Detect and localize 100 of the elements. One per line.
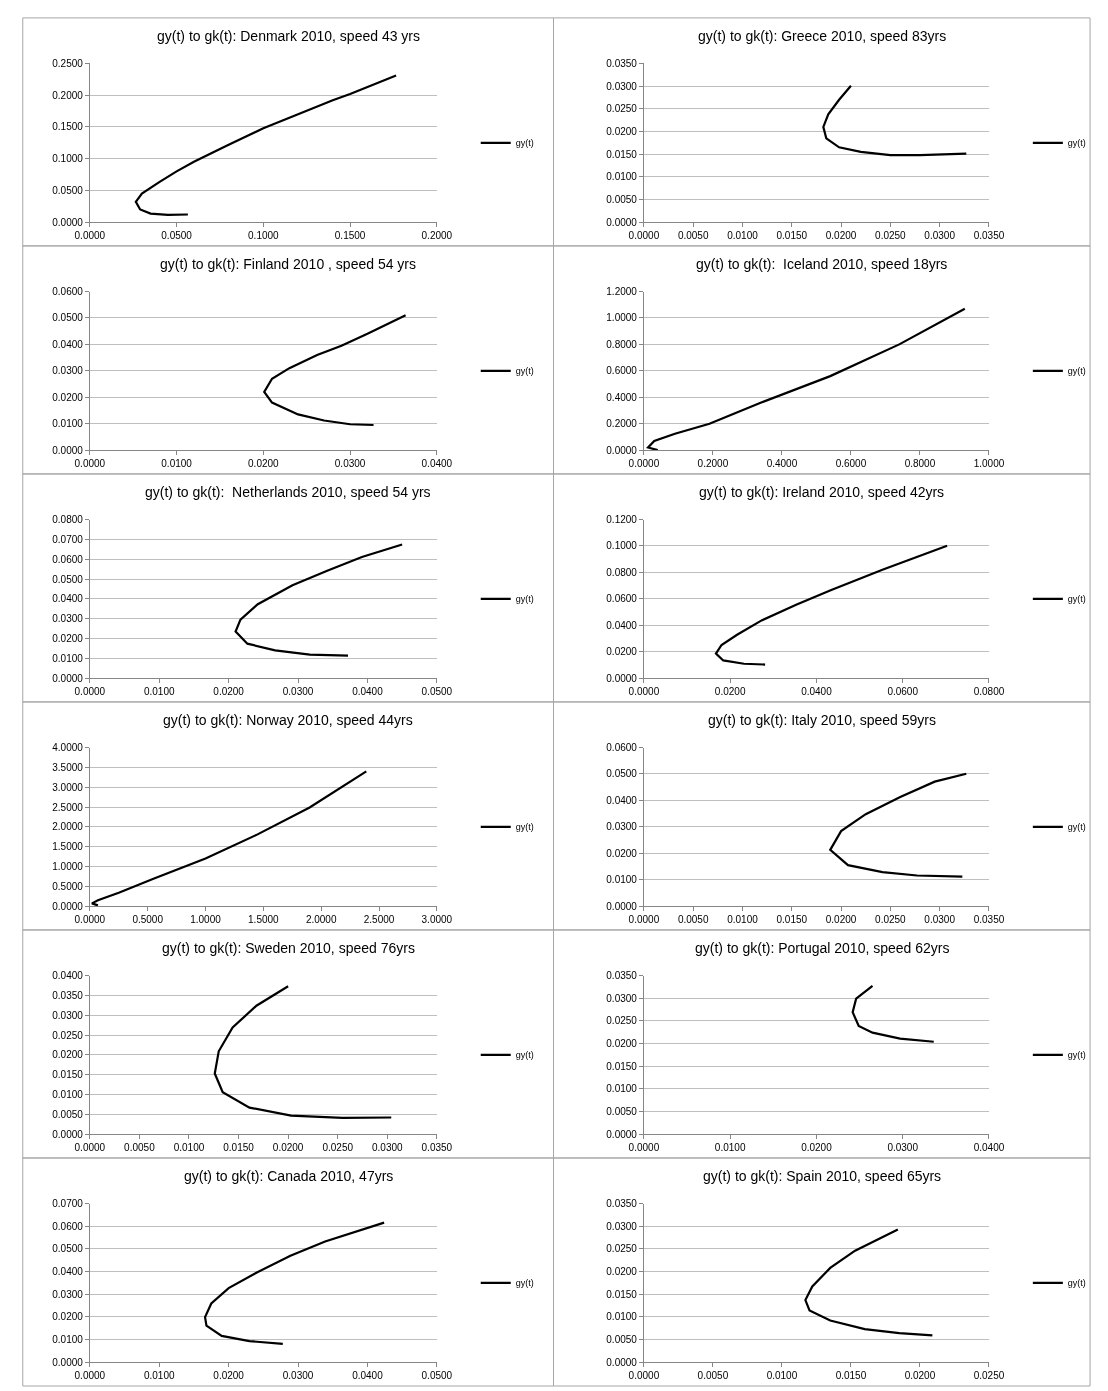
y-tick-label: 0.0600 [52,286,84,298]
x-tick-label: 0.0150 [776,914,808,926]
x-tick-label: 3.0000 [421,914,453,926]
x-tick-label: 0.0200 [272,1142,304,1154]
y-tick-label: 0.0500 [52,184,84,196]
x-tick-label: 0.0200 [825,914,857,926]
y-tick-label: 0.0050 [52,1108,84,1120]
y-tick-label: 0.0100 [52,418,84,430]
legend-label: gy(t) [515,594,534,605]
x-tick-label: 0.0150 [223,1142,255,1154]
x-tick-label: 0.1500 [334,230,366,242]
x-tick-label: 2.0000 [305,914,337,926]
x-tick-label: 0.0800 [973,686,1005,698]
y-tick-label: 0.0700 [52,533,84,545]
y-tick-label: 0.0600 [52,553,84,565]
x-tick-label: 0.0200 [248,458,280,470]
y-tick-label: 0.0150 [52,1069,84,1081]
y-tick-label: 0.6000 [606,365,638,377]
legend-label: gy(t) [1067,1050,1086,1061]
legend-label: gy(t) [515,822,534,833]
x-tick-label: 0.0000 [628,1370,660,1382]
x-tick-label: 0.0300 [282,1370,314,1382]
y-tick-label: 0.0400 [52,338,84,350]
x-tick-label: 0.0050 [677,230,709,242]
y-tick-label: 0.4000 [606,391,638,403]
y-tick-label: 0.0300 [52,613,84,625]
x-tick-label: 0.4000 [766,458,798,470]
y-tick-label: 0.0200 [606,646,638,658]
y-tick-label: 0.0350 [606,1198,638,1210]
x-tick-label: 0.0300 [371,1142,404,1154]
line-series [646,307,966,451]
y-tick-label: 0.0350 [606,970,638,982]
x-tick-label: 0.0000 [628,686,660,698]
x-tick-label: 0.0200 [714,686,746,698]
y-tick-label: 0.0500 [606,768,638,780]
line-series [234,543,404,657]
chart-title: gy(t) to gk(t): Canada 2010, 47yrs [184,1168,394,1184]
x-tick-label: 0.0200 [904,1370,936,1382]
x-tick-label: 0.0400 [352,686,384,698]
y-tick-label: 0.0150 [606,1060,638,1072]
y-tick-label: 0.1000 [606,540,638,552]
y-tick-label: 0.0200 [606,847,638,859]
y-tick-label: 0.0100 [606,171,638,183]
y-tick-label: 0.0250 [52,1029,84,1041]
x-tick-label: 0.0300 [282,686,314,698]
legend-label: gy(t) [1067,366,1086,377]
legend-label: gy(t) [515,1278,534,1289]
y-tick-label: 0.0000 [52,1128,84,1140]
x-tick-label: 0.0400 [421,458,453,470]
x-tick-label: 0.0100 [766,1370,798,1382]
x-tick-label: 0.0400 [973,1142,1005,1154]
legend-label: gy(t) [1067,822,1086,833]
chart-title: gy(t) to gk(t): Denmark 2010, speed 43 yrs [157,28,420,44]
y-tick-label: 0.0350 [52,989,84,1001]
y-tick-label: 0.0000 [52,444,84,456]
line-series [134,74,398,216]
y-tick-label: 0.0050 [606,1334,638,1346]
x-tick-label: 0.0500 [161,230,193,242]
x-tick-label: 0.5000 [132,914,164,926]
chart-title: gy(t) to gk(t): Sweden 2010, speed 76yrs [162,940,415,956]
y-tick-label: 0.0600 [606,742,638,754]
x-tick-label: 0.0300 [924,230,956,242]
chart-title: gy(t) to gk(t): Greece 2010, speed 83yrs [698,28,947,44]
y-tick-label: 0.0300 [52,1009,84,1021]
y-tick-label: 0.0600 [52,1220,84,1232]
chart-title: gy(t) to gk(t): Portugal 2010, speed 62yrs [695,940,950,956]
chart-title: gy(t) to gk(t): Iceland 2010, speed 18yrs [696,256,948,272]
legend-label: gy(t) [515,366,534,377]
x-tick-label: 0.0400 [352,1370,384,1382]
y-tick-label: 1.0000 [606,312,638,324]
x-tick-label: 0.0100 [727,230,759,242]
y-tick-label: 0.0300 [606,80,638,92]
y-tick-label: 0.0600 [606,593,638,605]
x-tick-label: 0.0500 [421,1370,453,1382]
y-tick-label: 0.0400 [52,593,84,605]
x-tick-label: 0.0050 [677,914,709,926]
chart-title: gy(t) to gk(t): Netherlands 2010, speed 54 yrs [145,484,431,500]
y-tick-label: 0.0800 [606,566,638,578]
line-series [263,314,407,427]
y-tick-label: 0.0400 [606,619,638,631]
x-tick-label: 0.0600 [887,686,919,698]
y-tick-label: 0.0000 [606,672,638,684]
x-tick-label: 0.0000 [74,230,106,242]
y-tick-label: 0.0300 [606,821,638,833]
x-tick-label: 0.0300 [887,1142,919,1154]
y-tick-label: 0.0400 [52,1266,84,1278]
legend-label: gy(t) [1067,138,1086,149]
chart-title: gy(t) to gk(t): Finland 2010 , speed 54 yrs [160,256,417,272]
y-tick-label: 0.0000 [52,900,84,912]
x-tick-label: 0.0050 [697,1370,729,1382]
y-tick-label: 2.0000 [52,821,84,833]
x-tick-label: 0.0200 [213,686,245,698]
y-tick-label: 0.0300 [606,1220,638,1232]
y-tick-label: 0.0000 [606,900,638,912]
x-tick-label: 0.0200 [213,1370,245,1382]
x-tick-label: 0.0000 [628,1142,660,1154]
y-tick-label: 0.0000 [52,672,84,684]
x-tick-label: 0.0100 [714,1142,746,1154]
y-tick-label: 0.0700 [52,1198,84,1210]
y-tick-label: 0.0300 [606,992,638,1004]
